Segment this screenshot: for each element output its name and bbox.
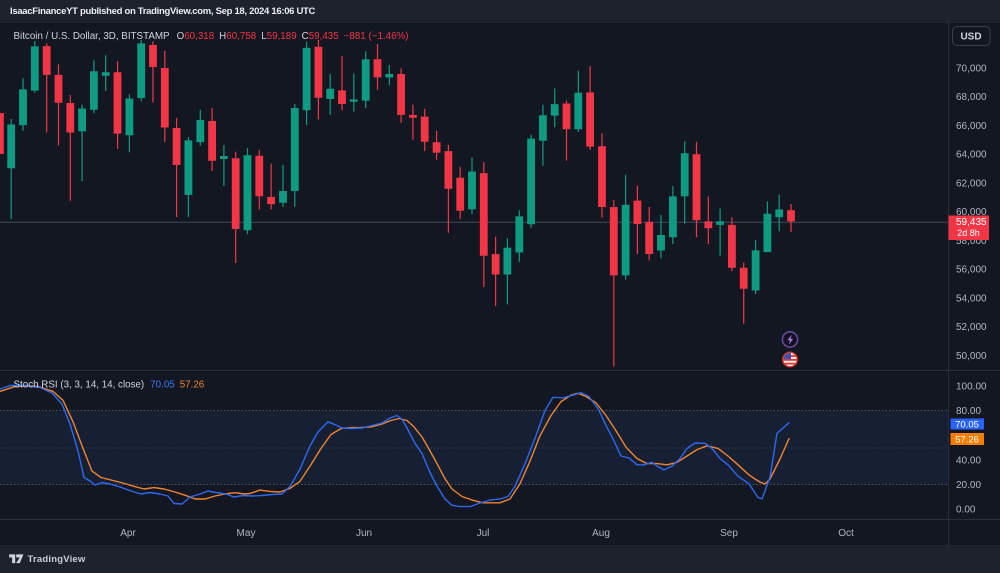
svg-text:Jul: Jul <box>477 528 490 539</box>
svg-text:Stoch RSI (3, 3, 14, 14, close: Stoch RSI (3, 3, 14, 14, close) 70.05 57.2… <box>14 380 205 391</box>
svg-text:Jun: Jun <box>356 528 372 539</box>
svg-text:57.26: 57.26 <box>955 434 979 445</box>
svg-text:2d 8h: 2d 8h <box>957 228 980 238</box>
svg-text:40.00: 40.00 <box>956 455 981 466</box>
svg-text:60,000: 60,000 <box>956 207 987 218</box>
svg-text:0.00: 0.00 <box>956 505 976 516</box>
svg-text:Sep: Sep <box>720 528 738 539</box>
svg-text:May: May <box>237 528 256 539</box>
svg-text:USD: USD <box>960 32 981 43</box>
svg-text:80.00: 80.00 <box>956 406 981 417</box>
svg-text:Apr: Apr <box>120 528 136 539</box>
svg-text:70,000: 70,000 <box>956 63 987 74</box>
svg-text:Bitcoin / U.S. Dollar, 3D, BIT: Bitcoin / U.S. Dollar, 3D, BITSTAMP O60,3… <box>14 31 409 42</box>
svg-text:58,000: 58,000 <box>956 236 987 247</box>
svg-text:50,000: 50,000 <box>956 351 987 362</box>
svg-text:66,000: 66,000 <box>956 121 987 132</box>
svg-text:52,000: 52,000 <box>956 322 987 333</box>
svg-text:54,000: 54,000 <box>956 293 987 304</box>
svg-text:Aug: Aug <box>592 528 610 539</box>
svg-text:70.05: 70.05 <box>955 419 979 430</box>
svg-text:64,000: 64,000 <box>956 150 987 161</box>
svg-text:68,000: 68,000 <box>956 92 987 103</box>
svg-text:62,000: 62,000 <box>956 178 987 189</box>
svg-text:59,435: 59,435 <box>956 217 987 228</box>
svg-text:20.00: 20.00 <box>956 480 981 491</box>
svg-text:Oct: Oct <box>838 528 854 539</box>
svg-text:100.00: 100.00 <box>956 382 987 393</box>
svg-text:56,000: 56,000 <box>956 265 987 276</box>
